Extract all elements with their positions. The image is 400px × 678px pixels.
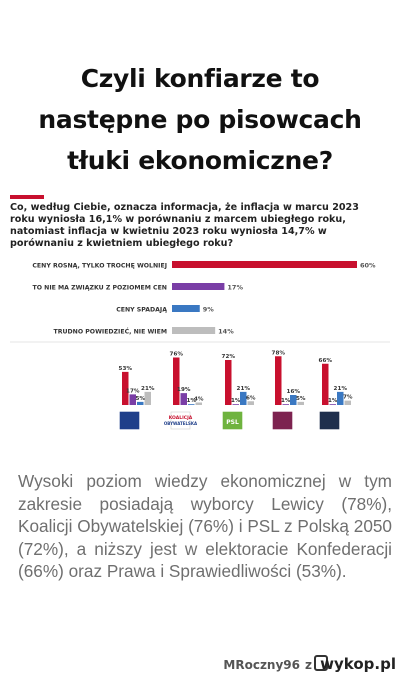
party-value-label: 76% [170,352,184,358]
party-value-label: 21% [141,386,155,392]
party-value-label: 66% [319,358,333,364]
party-value-label: 7% [343,395,353,401]
party-bar [225,360,232,405]
answer-bar [172,305,200,312]
answer-value-label: 9% [203,306,215,314]
party-logo-text: OBYWATELSKA [164,421,198,426]
party-value-label: 17% [126,388,140,394]
party-value-label: 1% [231,398,241,404]
party-bar [240,391,247,405]
answer-bar [172,327,216,334]
party-logo [119,411,140,430]
survey-graphic: Co, według Ciebie, oznacza informacja, ż… [0,190,400,435]
party-bar [173,357,180,405]
party-bar [297,401,304,405]
party-bar [322,363,329,405]
party-bar [122,371,129,405]
party-bar [137,401,144,405]
party-bar [195,402,202,405]
party-grouped-bar-chart: 53%17%5%21%76%19%1%4%KOALICJAOBYWATELSKA… [119,350,353,430]
party-value-label: 72% [222,354,236,360]
wykop-logo[interactable]: wykop.pl [320,655,396,673]
party-bar [329,404,336,405]
description-text: Wysoki poziom wiedzy ekonomicznej w tym … [18,471,392,581]
party-logo-text: PSL [226,419,239,426]
answer-bar [172,261,357,268]
party-bar [129,394,136,405]
party-logo [319,411,340,430]
party-bar [275,356,282,405]
headline: Czyli konfiarze to następne po pisowcach… [0,58,400,181]
party-value-label: 78% [272,350,286,356]
party-bar [247,401,254,405]
author-username[interactable]: MRoczny96 [223,658,300,672]
party-value-label: 1% [281,398,291,404]
answer-label: TO NIE MA ZWIĄZKU Z POZIOMEM CEN [33,285,167,292]
party-logo [272,411,293,430]
answer-value-label: 17% [227,284,243,292]
party-value-label: 4% [194,397,204,403]
answer-value-label: 14% [218,328,234,336]
party-value-label: 53% [119,366,133,372]
party-value-label: 6% [246,395,256,401]
party-logo [170,411,191,430]
footer-separator: z [305,658,312,672]
party-value-label: 5% [136,396,146,402]
party-bar [188,404,195,405]
answer-bar [172,283,225,290]
party-value-label: 1% [328,398,338,404]
party-value-label: 21% [237,386,251,392]
party-bar [344,400,351,405]
party-bar [232,404,239,405]
party-value-label: 21% [334,386,348,392]
party-logo [222,411,243,430]
answer-label: CENY ROSNĄ, TYLKO TROCHĘ WOLNIEJ [32,263,167,270]
party-bar [180,393,187,405]
party-value-label: 16% [287,389,301,395]
answer-label: CENY SPADAJĄ [116,307,167,314]
watermark-footer: MRoczny96 z wykop.pl [0,653,400,678]
answer-label: TRUDNO POWIEDZIEĆ, NIE WIEM [54,327,167,336]
party-bar [144,391,151,405]
party-bar [290,395,297,405]
wykop-logo-icon [314,655,328,671]
answer-value-label: 60% [360,262,376,270]
party-value-label: 1% [187,398,197,404]
party-value-label: 19% [177,387,191,393]
party-bar [282,404,289,405]
headline-line-1: Czyli konfiarze to [80,64,320,93]
answers-bar-chart: CENY ROSNĄ, TYLKO TROCHĘ WOLNIEJ 60% TO NI… [10,261,390,343]
headline-line-3: tłuki ekonomiczne? [67,146,333,175]
party-logo-text: KOALICJA [169,415,193,421]
survey-question: Co, według Ciebie, oznacza informacja, ż… [10,202,359,249]
party-bar [337,391,344,405]
party-value-label: 5% [296,396,306,402]
headline-line-2: następne po pisowcach [38,105,362,134]
accent-bar [10,195,44,199]
